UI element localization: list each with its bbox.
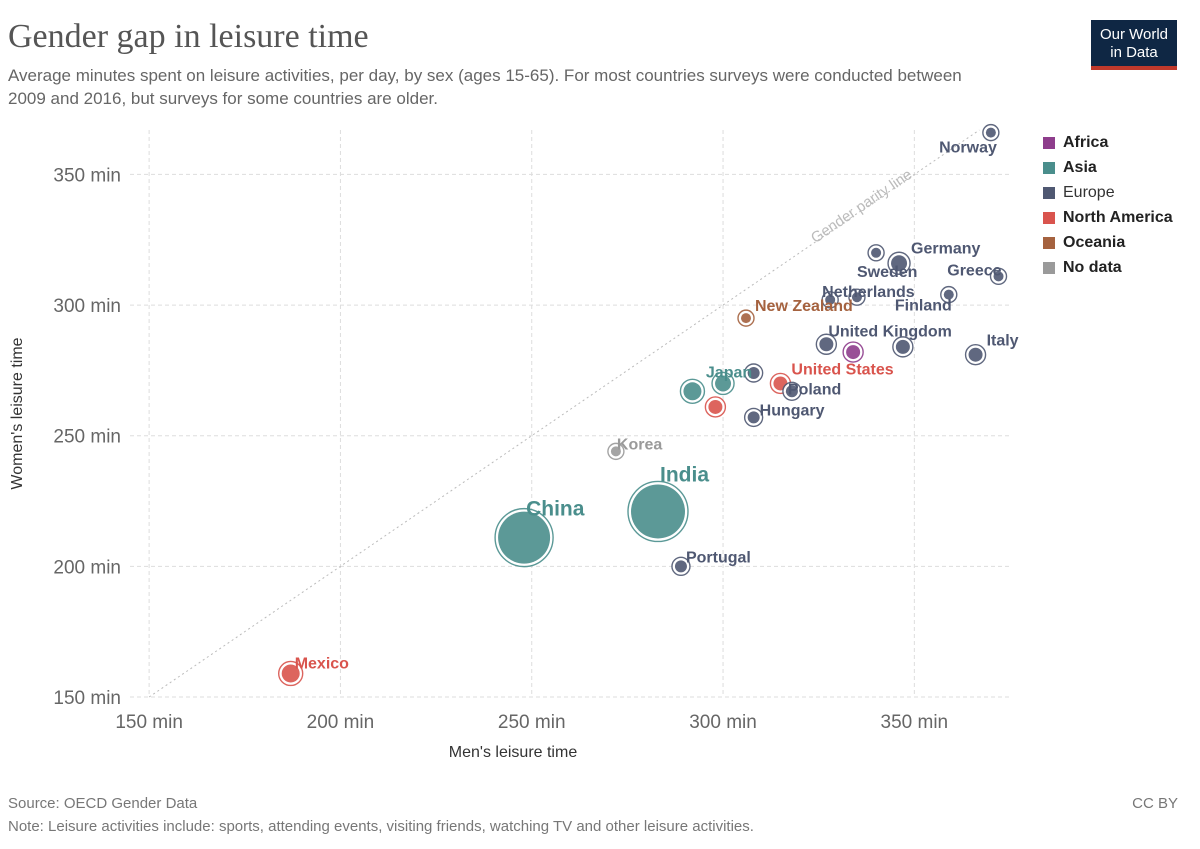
legend-item-europe[interactable]: Europe	[1043, 180, 1173, 205]
y-tick-label: 250 min	[53, 427, 121, 448]
point-china	[498, 511, 551, 564]
logo-line-1: Our World	[1099, 26, 1169, 43]
point-korea	[610, 446, 621, 457]
point-label-new-zealand: New Zealand	[755, 298, 853, 315]
point-label-japan: Japan	[706, 364, 752, 381]
legend-item-no-data[interactable]: No data	[1043, 255, 1173, 280]
chart-subtitle: Average minutes spent on leisure activit…	[8, 66, 962, 108]
point-label-poland: Poland	[788, 381, 841, 398]
point-united-kingdom	[819, 337, 834, 352]
legend-label-europe: Europe	[1063, 183, 1115, 201]
point-france	[747, 367, 760, 379]
legend-swatch-north-america	[1043, 211, 1055, 224]
point-label-sweden: Sweden	[857, 264, 917, 281]
point-hungary	[747, 411, 760, 424]
point-italy	[968, 347, 983, 362]
point-mexico	[281, 664, 300, 683]
y-tick-label: 150 min	[53, 688, 121, 709]
point-greece	[993, 271, 1004, 282]
point-label-united-kingdom: United Kingdom	[828, 323, 952, 340]
license-link[interactable]: CC BY	[1132, 795, 1178, 812]
y-tick-label: 350 min	[53, 165, 121, 186]
point-label-germany: Germany	[911, 240, 980, 257]
y-axis-title: Women's leisure time	[9, 337, 26, 489]
point-poland	[785, 385, 798, 398]
point-austria	[895, 339, 910, 354]
legend-label-no-data: No data	[1063, 258, 1122, 276]
point-sweden	[851, 292, 862, 303]
legend: Africa Asia Europe North America Oceania…	[1043, 130, 1173, 280]
footnote: Note: Leisure activities include: sports…	[8, 818, 754, 835]
legend-item-oceania[interactable]: Oceania	[1043, 230, 1173, 255]
parity-line-label: Gender parity line	[808, 166, 915, 247]
legend-swatch-asia	[1043, 161, 1055, 174]
point-label-mexico: Mexico	[295, 655, 349, 672]
point-netherlands	[825, 294, 836, 305]
point-belgium	[871, 247, 882, 258]
point-label-norway: Norway	[939, 140, 997, 157]
legend-item-asia[interactable]: Asia	[1043, 155, 1173, 180]
point-label-korea: Korea	[617, 436, 662, 453]
legend-swatch-europe	[1043, 186, 1055, 199]
point-label-netherlands: Netherlands	[822, 284, 915, 301]
source-note: Source: OECD Gender Data	[8, 795, 198, 812]
point-south-africa	[846, 345, 861, 360]
legend-swatch-africa	[1043, 136, 1055, 149]
point-japan	[715, 375, 732, 392]
point-india	[631, 484, 685, 539]
x-axis-title: Men's leisure time	[449, 744, 578, 761]
x-tick-label: 200 min	[307, 712, 375, 733]
point-portugal	[674, 560, 687, 573]
point-finland	[943, 289, 954, 300]
point-germany	[891, 255, 908, 272]
legend-label-north-america: North America	[1063, 208, 1173, 226]
point-label-united-states: United States	[791, 361, 893, 378]
point-label-india: India	[660, 463, 709, 486]
legend-label-africa: Africa	[1063, 133, 1109, 151]
y-tick-label: 200 min	[53, 557, 121, 578]
point-label-portugal: Portugal	[686, 549, 751, 566]
legend-item-africa[interactable]: Africa	[1043, 130, 1173, 155]
owid-logo[interactable]: Our World in Data	[1091, 20, 1177, 70]
point-label-italy: Italy	[987, 333, 1019, 350]
x-tick-label: 250 min	[498, 712, 566, 733]
y-tick-label: 300 min	[53, 296, 121, 317]
point-label-china: China	[526, 498, 585, 521]
x-tick-label: 350 min	[881, 712, 949, 733]
logo-line-2: in Data	[1110, 44, 1158, 61]
point-turkey	[683, 382, 702, 401]
x-tick-label: 150 min	[115, 712, 183, 733]
legend-swatch-oceania	[1043, 236, 1055, 249]
chart-title: Gender gap in leisure time	[8, 18, 369, 55]
point-label-hungary: Hungary	[760, 402, 825, 419]
point-norway	[985, 127, 996, 138]
x-tick-label: 300 min	[689, 712, 757, 733]
point-label-finland: Finland	[895, 298, 952, 315]
point-label-greece: Greece	[947, 262, 1001, 279]
legend-item-north-america[interactable]: North America	[1043, 205, 1173, 230]
legend-label-oceania: Oceania	[1063, 233, 1126, 251]
legend-swatch-no-data	[1043, 261, 1055, 274]
point-canada	[708, 399, 723, 414]
point-new-zealand	[741, 313, 751, 324]
legend-label-asia: Asia	[1063, 158, 1097, 176]
